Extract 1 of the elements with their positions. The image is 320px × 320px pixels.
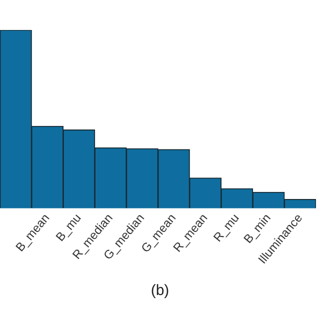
text: (b) bbox=[150, 282, 170, 299]
